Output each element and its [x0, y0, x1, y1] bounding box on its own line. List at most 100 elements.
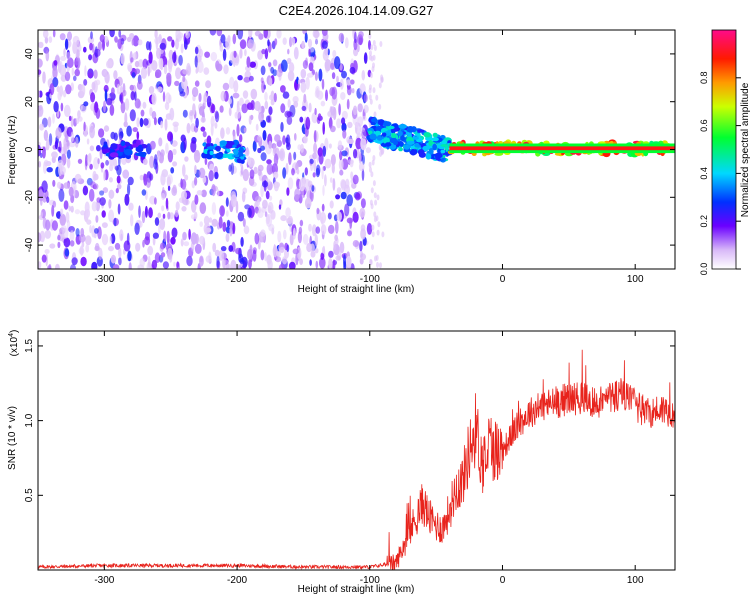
heatmap-cell: [108, 209, 115, 223]
heatmap-cell: [58, 163, 63, 177]
heatmap-cell: [147, 245, 154, 256]
heatmap-cell: [292, 248, 299, 255]
heatmap-cell: [172, 51, 177, 64]
heatmap-cell: [310, 250, 316, 258]
heatmap-cell: [283, 229, 287, 240]
heatmap-cell: [233, 80, 239, 93]
heatmap-cell: [344, 203, 350, 217]
heatmap-cell: [86, 153, 92, 166]
heatmap-cell: [95, 242, 100, 251]
heatmap-cell: [312, 152, 318, 160]
spectrogram-ylabel: Frequency (Hz): [7, 116, 18, 185]
heatmap-cell: [362, 154, 365, 165]
heatmap-cell: [327, 224, 335, 234]
heatmap-cell: [194, 46, 199, 55]
heatmap-cell: [266, 254, 272, 265]
heatmap-cell: [216, 30, 223, 37]
heatmap-cell: [378, 103, 382, 110]
heatmap-cell: [143, 118, 149, 126]
heatmap-cell: [314, 234, 318, 247]
heatmap-cell: [431, 137, 439, 142]
heatmap-cell: [63, 48, 66, 57]
heatmap-cell: [52, 179, 56, 187]
heatmap-cell: [346, 194, 354, 207]
heatmap-cell: [237, 211, 245, 222]
heatmap-cell: [273, 92, 277, 103]
heatmap-cell: [55, 263, 60, 269]
heatmap-cell: [225, 126, 231, 135]
heatmap-cell: [293, 46, 299, 60]
heatmap-cell: [151, 111, 157, 120]
heatmap-cell: [64, 38, 69, 50]
heatmap-cell: [306, 72, 314, 78]
heatmap-cell: [228, 245, 234, 252]
heatmap-cell: [79, 233, 86, 243]
heatmap-cell: [175, 201, 180, 211]
heatmap-cell: [66, 139, 70, 150]
heatmap-cell: [66, 51, 71, 60]
heatmap-cell: [434, 152, 443, 159]
heatmap-cell: [148, 207, 153, 219]
heatmap-cell: [106, 60, 113, 69]
heatmap-cell: [83, 121, 86, 132]
heatmap-cell: [67, 31, 72, 41]
heatmap-cell: [172, 161, 178, 167]
heatmap-cell: [108, 189, 115, 199]
heatmap-cell: [199, 235, 205, 245]
heatmap-cell: [120, 140, 126, 147]
heatmap-cell: [162, 91, 166, 102]
heatmap-cell: [282, 37, 287, 45]
snr-scale-prefix: (x10: [9, 336, 20, 356]
heatmap-cell: [298, 226, 303, 235]
heatmap-cell: [48, 133, 53, 146]
heatmap-cell: [351, 88, 355, 94]
heatmap-cell: [372, 87, 376, 94]
heatmap-cell: [262, 130, 267, 141]
heatmap-cell: [287, 177, 294, 190]
heatmap-cell: [103, 100, 106, 113]
y-tick-label: 20: [24, 96, 35, 108]
heatmap-cell: [100, 162, 105, 169]
heatmap-cell: [200, 116, 206, 123]
heatmap-cell: [324, 174, 327, 187]
heatmap-cell: [379, 145, 383, 152]
heatmap-cell: [111, 87, 115, 95]
colorbar-tick-label: 0.6: [699, 119, 709, 132]
heatmap-cell: [101, 148, 111, 153]
heatmap-cell: [285, 137, 289, 144]
heatmap-cell: [75, 228, 80, 237]
y-tick-label: 0.5: [24, 488, 35, 502]
heatmap-cell: [372, 62, 375, 69]
heatmap-cell: [284, 242, 289, 251]
heatmap-cell: [164, 118, 168, 131]
heatmap-cell: [198, 92, 202, 103]
spectrogram-heatmap: [38, 30, 675, 269]
heatmap-cell: [365, 147, 371, 154]
heatmap-cell: [90, 92, 96, 103]
heatmap-cell: [369, 98, 373, 105]
heatmap-cell: [377, 221, 381, 228]
heatmap-cell: [48, 36, 53, 43]
heatmap-cell: [191, 86, 199, 98]
heatmap-cell: [214, 171, 219, 180]
heatmap-cell: [320, 252, 325, 260]
heatmap-cell: [45, 160, 52, 167]
heatmap-cell: [212, 242, 217, 253]
heatmap-cell: [296, 168, 300, 175]
heatmap-cell: [59, 33, 66, 41]
heatmap-cell: [87, 72, 93, 79]
heatmap-cell: [344, 37, 349, 49]
heatmap-cell: [327, 111, 331, 117]
heatmap-cell: [300, 81, 307, 93]
heatmap-cell: [116, 183, 122, 190]
heatmap-cell: [211, 202, 217, 215]
x-tick-label: -300: [94, 274, 114, 285]
heatmap-cell: [69, 230, 75, 242]
heatmap-cell: [308, 62, 314, 72]
heatmap-cell: [57, 241, 61, 249]
heatmap-cell: [387, 125, 395, 130]
heatmap-cell: [91, 81, 96, 91]
heatmap-cell: [369, 72, 373, 79]
heatmap-cell: [103, 125, 110, 132]
heatmap-cell: [63, 182, 71, 189]
